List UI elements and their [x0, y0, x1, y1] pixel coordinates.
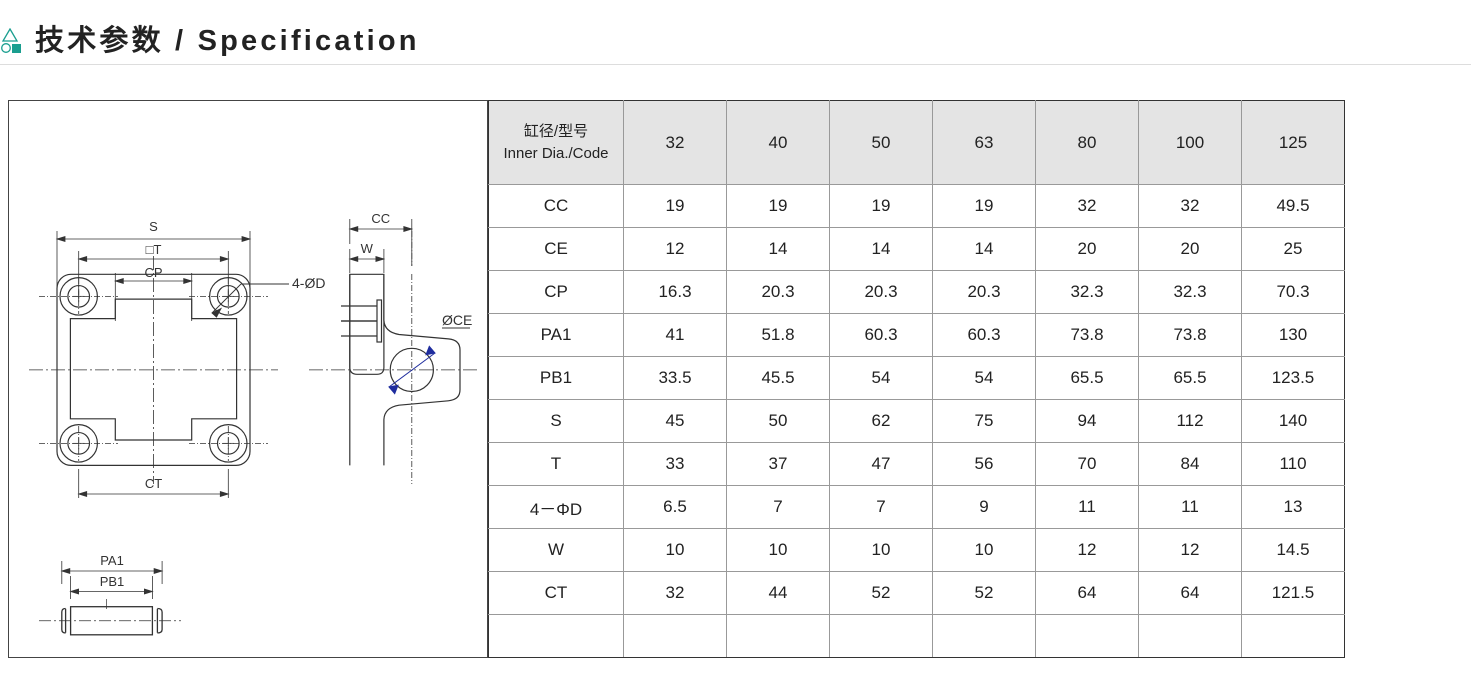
svg-text:PB1: PB1	[100, 574, 125, 589]
svg-text:W: W	[361, 241, 374, 256]
svg-text:ØCE: ØCE	[442, 312, 472, 328]
svg-text:4-ØD: 4-ØD	[292, 275, 325, 291]
svg-text:□T: □T	[146, 242, 162, 257]
svg-text:CC: CC	[371, 211, 390, 226]
svg-text:CT: CT	[145, 476, 162, 491]
svg-text:PA1: PA1	[100, 553, 124, 568]
svg-text:S: S	[149, 219, 158, 234]
svg-text:CP: CP	[144, 265, 162, 280]
